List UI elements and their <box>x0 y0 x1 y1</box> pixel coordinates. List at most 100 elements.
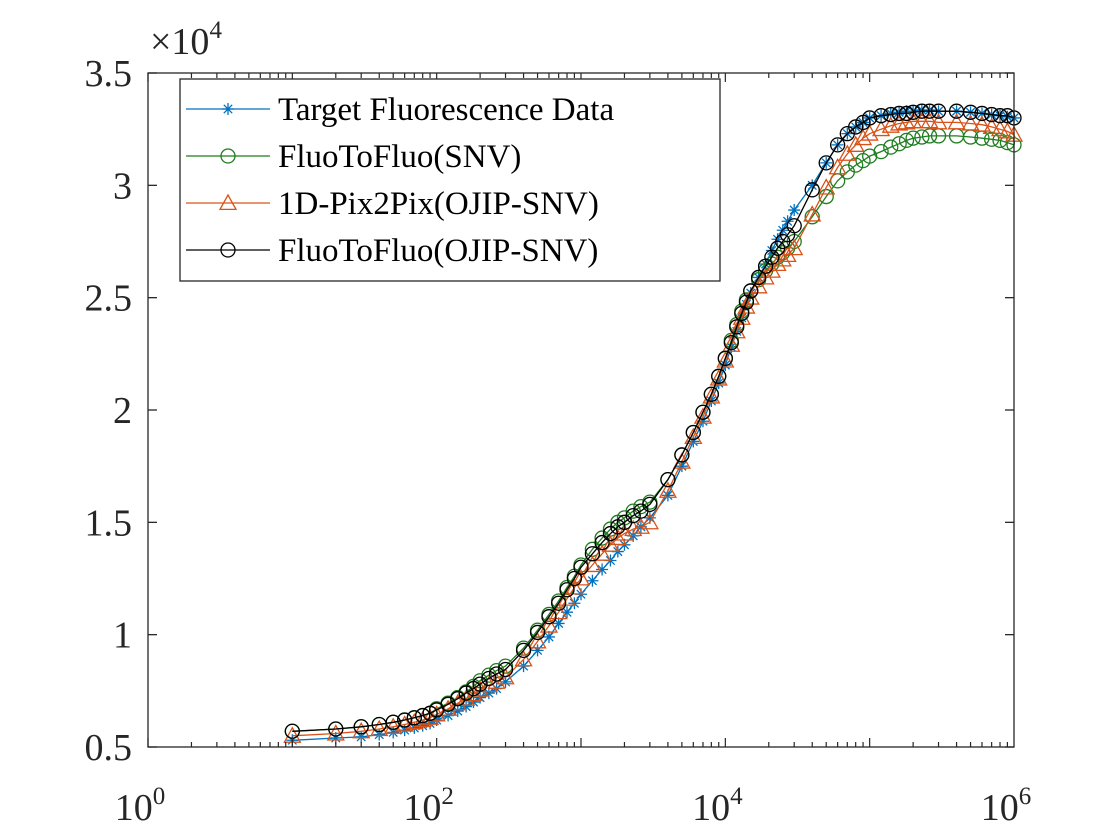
data-point <box>693 407 713 424</box>
data-point <box>961 114 980 131</box>
data-point <box>862 110 878 126</box>
data-point <box>438 699 458 716</box>
y-tick-label: 3.5 <box>85 53 133 95</box>
x-tick-exponent: 4 <box>730 783 743 810</box>
data-point <box>806 179 819 192</box>
data-point <box>416 719 429 732</box>
data-point <box>729 319 745 335</box>
data-point <box>497 661 514 678</box>
y-tick-label: 3 <box>113 165 132 207</box>
y-multiplier-exponent: 4 <box>209 17 222 44</box>
data-point <box>384 717 403 734</box>
data-point <box>565 578 584 595</box>
data-point <box>803 205 822 222</box>
y-tick-label: 0.5 <box>85 727 133 769</box>
data-point <box>848 157 864 173</box>
data-point <box>838 144 857 161</box>
legend-label: Target Fluorescence Data <box>278 92 614 128</box>
data-point <box>674 447 690 463</box>
legend-label: 1D-Pix2Pix(OJIP-SNV) <box>278 186 599 222</box>
series-4 <box>284 103 1022 739</box>
data-point <box>695 404 711 420</box>
data-point <box>539 616 559 633</box>
data-point <box>923 104 936 117</box>
data-point <box>804 209 820 225</box>
data-point <box>515 642 532 659</box>
data-point <box>982 117 1001 134</box>
x-tick-base: 10 <box>403 787 441 829</box>
data-point <box>460 700 473 713</box>
data-point <box>658 481 678 498</box>
data-point <box>804 182 820 198</box>
data-point <box>898 132 915 149</box>
data-point <box>883 139 899 155</box>
data-point <box>415 707 431 724</box>
data-point <box>549 602 568 620</box>
data-point <box>552 617 565 630</box>
data-point <box>584 546 601 562</box>
data-point <box>972 115 992 132</box>
data-point <box>817 178 836 195</box>
legend-item: FluoToFluo(OJIP-SNV) <box>186 233 598 269</box>
data-point <box>685 424 701 441</box>
data-point <box>687 435 700 448</box>
data-point <box>467 696 480 709</box>
x-tick-base: 10 <box>692 787 730 829</box>
data-point <box>930 103 947 119</box>
data-point <box>594 534 610 551</box>
data-point <box>786 218 802 234</box>
data-point <box>514 650 533 667</box>
y-axis-multiplier: ×104 <box>150 17 222 63</box>
data-point <box>848 119 864 135</box>
data-point <box>497 658 514 674</box>
data-point <box>571 569 591 586</box>
data-point <box>448 693 467 711</box>
x-tick-base: 10 <box>115 787 153 829</box>
data-point <box>920 111 939 129</box>
data-point <box>818 188 834 205</box>
data-point <box>642 496 658 513</box>
series-layer <box>283 103 1024 747</box>
data-point <box>596 563 609 576</box>
data-point <box>983 106 1000 123</box>
data-point <box>387 726 400 739</box>
data-point <box>660 471 676 488</box>
legend: Target Fluorescence Data FluoToFluo(SNV) 1… <box>179 78 721 282</box>
data-point <box>785 238 804 256</box>
data-point <box>732 308 751 325</box>
data-point <box>914 103 930 119</box>
data-point <box>890 114 909 131</box>
data-point <box>450 691 466 707</box>
legend-box <box>179 78 721 282</box>
data-point <box>488 666 505 682</box>
data-point <box>353 719 369 735</box>
data-point <box>781 215 794 228</box>
data-point <box>592 544 612 561</box>
axis-ticks <box>147 72 1014 748</box>
y-tick-label: 1 <box>113 615 132 657</box>
y-tick-label: 2 <box>113 390 132 432</box>
data-point <box>355 730 368 743</box>
data-point <box>643 511 656 524</box>
x-tick-label: 106 <box>981 783 1032 829</box>
data-point <box>696 415 709 428</box>
data-point <box>853 128 873 146</box>
data-point <box>905 104 921 120</box>
data-point <box>750 269 767 286</box>
data-point <box>481 670 497 687</box>
data-point <box>702 387 721 404</box>
data-point <box>829 137 846 153</box>
data-point <box>921 128 938 144</box>
y-tick-label: 2.5 <box>85 278 133 320</box>
data-point <box>717 350 733 366</box>
data-point <box>440 696 456 712</box>
x-tick-label: 100 <box>115 783 166 829</box>
data-point <box>529 624 546 641</box>
x-tick-base: 10 <box>981 787 1019 829</box>
data-point <box>884 107 897 120</box>
data-point <box>881 116 900 133</box>
data-point <box>738 294 755 310</box>
data-point <box>962 104 979 120</box>
